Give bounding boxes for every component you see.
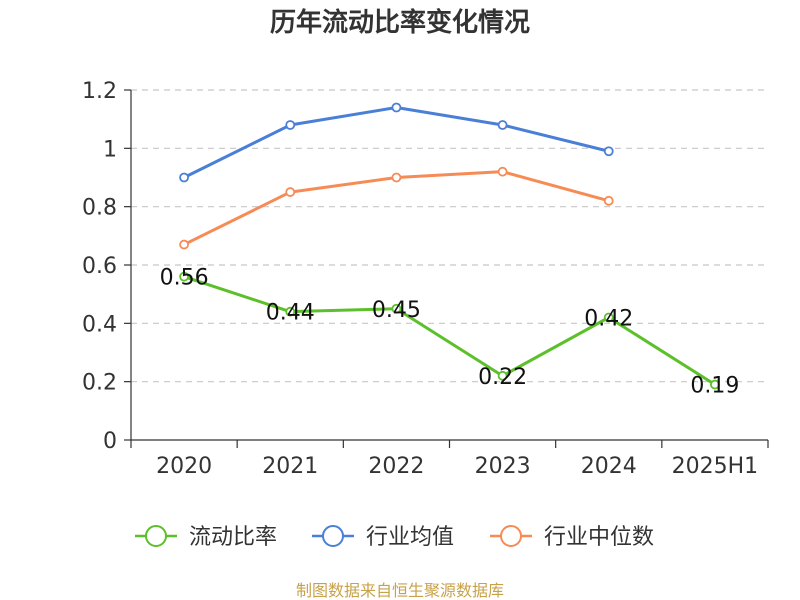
legend-item-2[interactable]: 行业中位数 [490, 525, 654, 550]
x-tick-label: 2020 [156, 454, 212, 479]
chart-title: 历年流动比率变化情况 [270, 7, 530, 38]
data-point [497, 370, 508, 381]
x-tick-label: 2025H1 [672, 454, 759, 479]
legend-marker [500, 525, 522, 547]
y-tick-label: 0.2 [82, 371, 117, 396]
data-point [179, 271, 189, 282]
data-point [497, 120, 508, 130]
grid-lines [131, 89, 768, 383]
data-point [391, 102, 402, 113]
x-tick-label: 2021 [262, 454, 318, 479]
data-point [391, 303, 402, 314]
data-label: 0.44 [266, 301, 315, 326]
y-tick-label: 0.8 [82, 196, 117, 221]
series-layer [179, 102, 720, 390]
legend-label: 流动比率 [189, 525, 277, 550]
x-tick-label: 2024 [581, 454, 637, 479]
legend-item-1[interactable]: 行业均值 [312, 525, 454, 550]
data-label: 0.22 [478, 365, 527, 390]
data-label: 0.19 [690, 374, 739, 399]
data-point [497, 166, 508, 177]
series-line-2 [183, 170, 610, 246]
data-point [603, 146, 614, 157]
series-line-1 [183, 106, 610, 179]
y-tick-label: 0 [103, 429, 117, 454]
legend-marker [322, 525, 344, 547]
data-point [285, 306, 296, 317]
x-tick-label: 2022 [368, 454, 424, 479]
source-note: 制图数据来自恒生聚源数据库 [296, 581, 504, 600]
data-point [603, 312, 614, 323]
y-tick-label: 1.2 [82, 79, 117, 104]
legend-label: 行业中位数 [544, 525, 654, 550]
data-point [285, 120, 296, 130]
y-tick-label: 0.6 [82, 254, 117, 279]
data-point [603, 195, 614, 206]
data-point [179, 239, 189, 250]
y-tick-label: 0.4 [82, 312, 117, 337]
data-label: 0.45 [372, 298, 421, 323]
data-labels: 0.56 0.44 0.45 0.22 0.42 0.19 [160, 266, 740, 399]
data-label: 0.56 [160, 266, 209, 291]
y-tick-label: 1 [103, 137, 117, 162]
legend-marker [145, 525, 167, 547]
data-label: 0.42 [584, 307, 633, 332]
data-point [179, 172, 189, 183]
legend[interactable]: 流动比率 行业均值 行业中位数 [135, 525, 654, 550]
x-tick-label: 2023 [475, 454, 531, 479]
data-point [391, 172, 402, 183]
data-point [710, 379, 720, 390]
legend-item-0[interactable]: 流动比率 [135, 525, 277, 550]
legend-label: 行业均值 [366, 525, 454, 550]
axes: 0 0.2 0.4 0.6 0.8 1 1.2 2020 2021 2022 2023 2024 202… [82, 79, 769, 479]
data-point [285, 187, 296, 197]
series-line-0 [183, 275, 716, 386]
